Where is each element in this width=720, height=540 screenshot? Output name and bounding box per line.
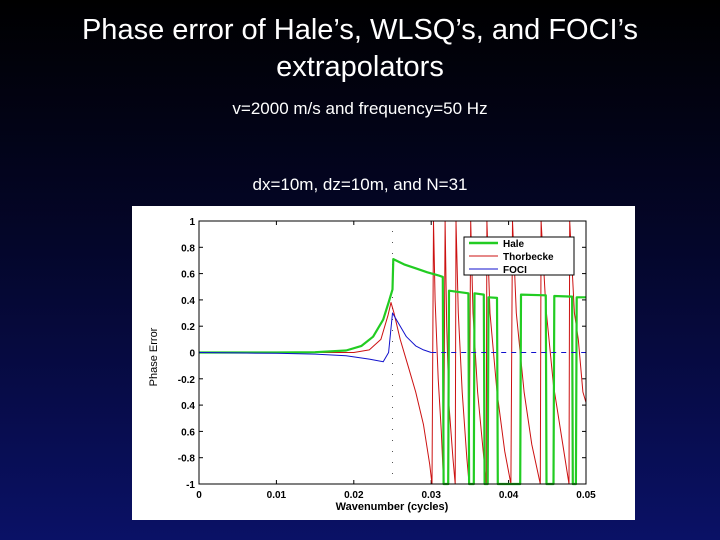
x-tick-label: 0 <box>196 490 202 501</box>
series-line-thorbecke <box>199 220 587 485</box>
y-tick-label: -1 <box>186 480 195 491</box>
y-tick-label: 0.8 <box>181 243 195 254</box>
y-tick-label: -0.8 <box>178 454 196 465</box>
x-tick-label: 0.02 <box>344 490 364 501</box>
plot-frame <box>198 220 587 485</box>
series-line-hale <box>199 258 586 486</box>
slide-title-line1: Phase error of Hale’s, WLSQ’s, and FOCI’… <box>81 14 639 46</box>
slide-subtitle-grid: dx=10m, dz=10m, and N=31 <box>252 175 468 194</box>
legend: Hale Thorbecke FOCI <box>463 236 575 276</box>
y-tick-label: 0.4 <box>181 401 195 412</box>
x-axis-label: Wavenumber (cycles) <box>336 501 449 513</box>
x-tick-label: 0.05 <box>576 490 596 501</box>
y-tick-label: 1 <box>189 217 195 228</box>
slide-subtitle-velocity: v=2000 m/s and frequency=50 Hz <box>232 99 488 118</box>
y-tick-label: 0.6 <box>181 270 195 281</box>
tick-layer: 10.80.60.40.20-0.20.40.6-0.8-10 0.01 0.02 0… <box>178 217 596 501</box>
slide-title-line2: extrapolators <box>276 51 444 83</box>
x-tick-label: 0.01 <box>267 490 287 501</box>
y-tick-label: 0.6 <box>181 427 195 438</box>
y-axis-label: Phase Error <box>148 327 160 386</box>
legend-label-hale: Hale <box>503 239 525 250</box>
x-tick-label: 0.04 <box>499 490 519 501</box>
y-tick-label: -0.2 <box>178 375 196 386</box>
series-line-foci <box>198 312 432 363</box>
x-tick-label: 0.03 <box>421 490 441 501</box>
y-tick-label: 0.4 <box>181 296 195 307</box>
legend-label-thorbecke: Thorbecke <box>503 252 554 263</box>
y-tick-label: 0 <box>189 349 195 360</box>
phase-error-chart: 10.80.60.40.20-0.20.40.6-0.8-10 0.01 0.02 0… <box>148 217 596 513</box>
legend-label-foci: FOCI <box>503 265 527 276</box>
slide-title: Phase error of Hale’s, WLSQ’s, and FOCI’… <box>0 12 720 86</box>
y-tick-label: 0.2 <box>181 322 195 333</box>
chart-panel: 1 0.8 0.6 0.4 0.2 0 -0.2 0.4 0.6 -0.8 -1 0 0.01 0.02 0… <box>132 206 635 520</box>
